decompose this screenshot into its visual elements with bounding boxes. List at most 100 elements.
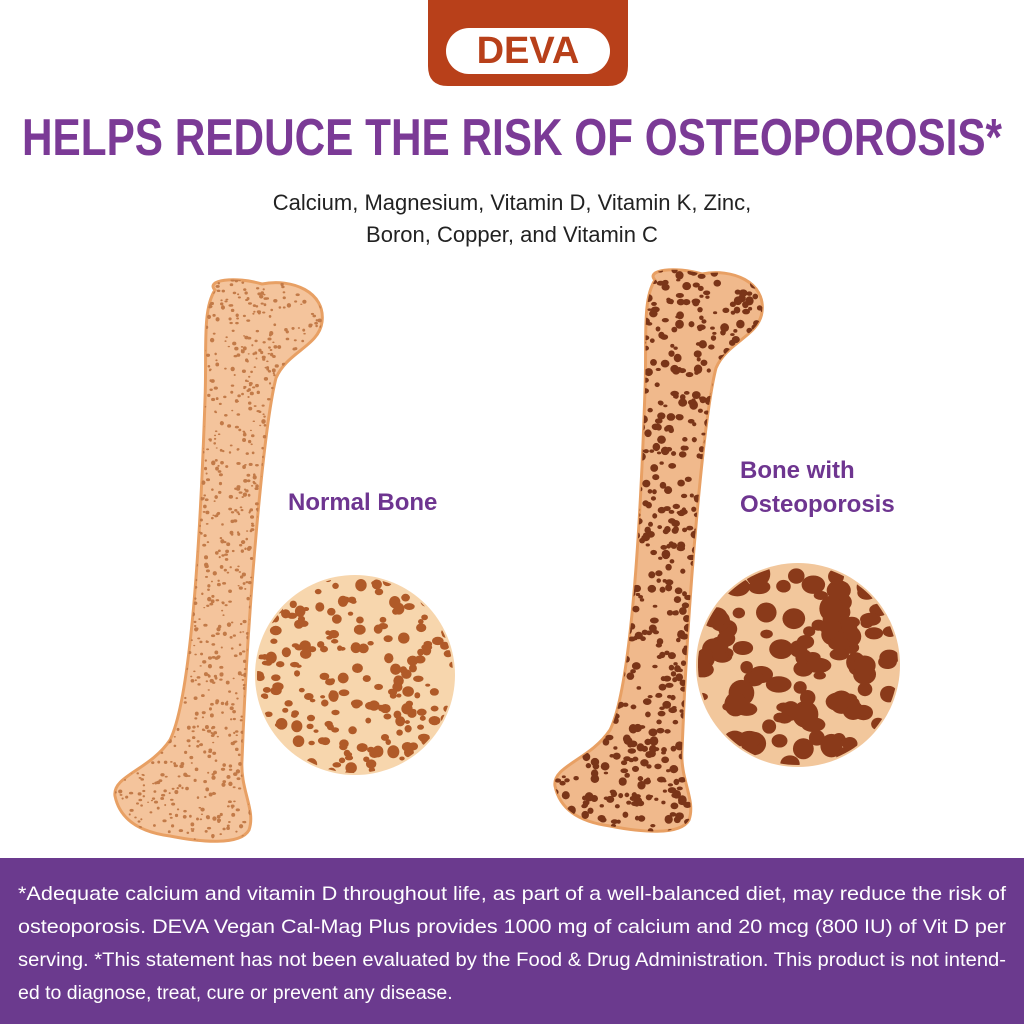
pore <box>270 762 274 766</box>
pore <box>167 387 171 391</box>
pore <box>147 801 150 803</box>
pore <box>211 725 216 729</box>
pore <box>123 322 128 327</box>
pore <box>549 355 555 359</box>
pore <box>271 572 275 576</box>
pore <box>546 622 554 628</box>
pore <box>150 537 156 542</box>
pore <box>273 345 278 349</box>
pore <box>185 573 190 577</box>
pore <box>252 352 256 356</box>
pore <box>167 348 171 351</box>
pore <box>117 818 121 821</box>
pore <box>166 403 169 406</box>
pore <box>692 605 701 614</box>
pore <box>269 810 273 813</box>
pore <box>746 370 752 377</box>
pore <box>700 574 707 580</box>
pore <box>114 791 117 794</box>
pore <box>659 481 667 489</box>
pore <box>182 394 186 397</box>
pore <box>160 797 165 800</box>
footer-band <box>0 858 1024 1024</box>
pore <box>164 294 167 298</box>
pore <box>671 792 678 798</box>
pore <box>196 417 200 421</box>
pore <box>730 558 738 566</box>
pore <box>285 469 288 472</box>
pore <box>588 571 597 579</box>
pore <box>177 529 180 532</box>
pore <box>187 526 192 531</box>
pore <box>135 630 138 633</box>
pore <box>570 608 578 615</box>
pore <box>428 716 441 726</box>
pore <box>655 693 661 698</box>
pore <box>286 577 298 590</box>
pore <box>554 417 563 427</box>
pore <box>225 465 229 468</box>
pore <box>263 556 267 559</box>
pore <box>673 778 680 786</box>
pore <box>756 446 763 455</box>
pore <box>154 351 159 356</box>
pore <box>198 333 201 337</box>
pore <box>626 484 632 490</box>
pore <box>554 475 559 482</box>
pore <box>733 329 738 333</box>
pore <box>120 335 125 339</box>
pore <box>229 706 234 711</box>
pore <box>764 553 768 557</box>
pore <box>311 287 316 293</box>
pore <box>124 657 128 661</box>
pore <box>245 769 248 772</box>
pore <box>554 354 557 360</box>
pore <box>284 700 293 707</box>
pore <box>174 422 178 425</box>
pore <box>114 781 117 785</box>
pore <box>155 410 158 413</box>
pore <box>565 302 574 311</box>
pore <box>212 770 217 775</box>
pore <box>140 818 143 821</box>
pore <box>242 430 246 433</box>
pore <box>677 510 686 517</box>
pore <box>178 500 183 504</box>
pore <box>176 584 180 587</box>
pore <box>558 529 564 534</box>
pore <box>154 283 157 286</box>
pore <box>297 534 300 537</box>
pore <box>137 401 142 406</box>
pore <box>573 621 582 631</box>
pore <box>603 653 609 658</box>
pore <box>675 673 684 681</box>
pore <box>631 309 638 316</box>
pore <box>594 447 602 453</box>
pore <box>696 453 702 459</box>
pore <box>117 373 121 376</box>
pore <box>201 287 206 291</box>
pore <box>603 316 613 323</box>
pore <box>660 446 670 456</box>
pore <box>120 429 123 432</box>
pore <box>670 364 679 373</box>
pore <box>237 279 242 281</box>
pore <box>649 338 655 343</box>
pore <box>296 580 301 585</box>
pore <box>298 417 302 421</box>
pore <box>215 284 220 288</box>
pore <box>131 506 135 508</box>
pore <box>818 618 842 634</box>
pore <box>268 758 273 763</box>
pore <box>253 366 257 369</box>
pore <box>147 400 151 403</box>
pore <box>192 555 196 559</box>
pore <box>138 516 143 520</box>
pore <box>603 710 611 716</box>
pore <box>116 688 121 693</box>
pore <box>262 288 265 291</box>
pore <box>255 484 259 489</box>
pore <box>209 602 214 606</box>
pore <box>679 679 687 687</box>
pore <box>269 349 273 352</box>
